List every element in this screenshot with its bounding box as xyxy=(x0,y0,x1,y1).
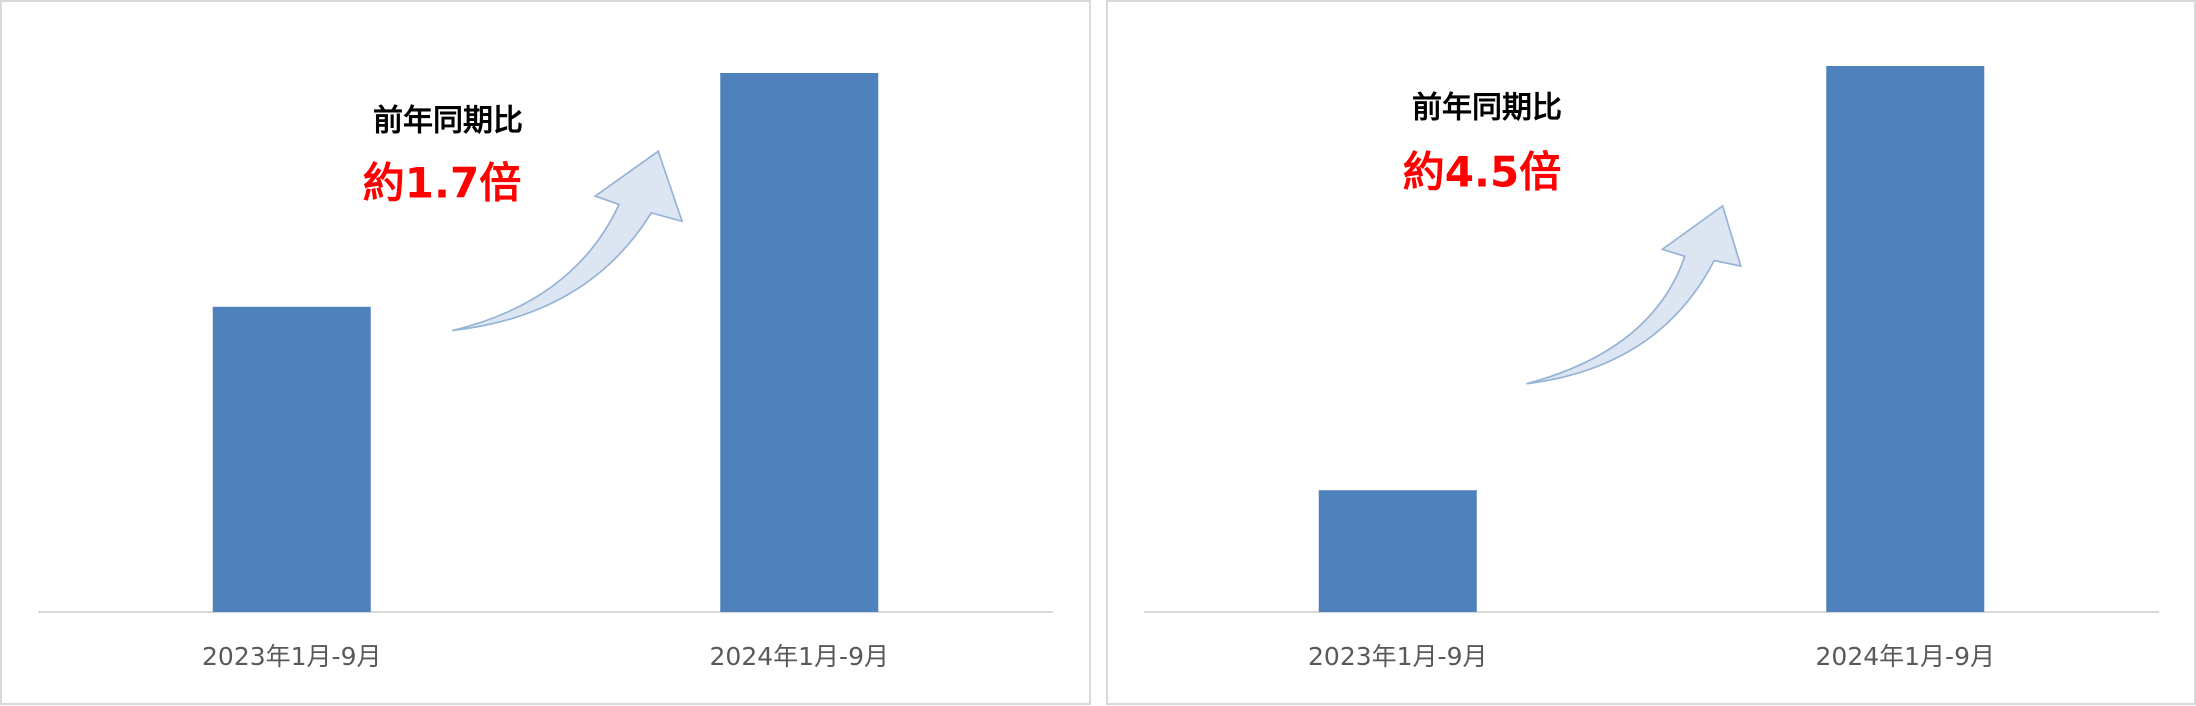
panel xyxy=(0,0,1091,705)
bar xyxy=(1826,66,1985,612)
x-tick-label: 2024年1月-9月 xyxy=(710,642,889,671)
bar xyxy=(1318,490,1477,612)
arrow xyxy=(452,149,684,332)
x-tick-label: 2024年1月-9月 xyxy=(1816,642,1995,671)
panel xyxy=(1106,0,2196,705)
bar xyxy=(212,306,371,612)
x-tick-label: 2023年1月-9月 xyxy=(202,642,381,671)
bar xyxy=(720,73,879,612)
annotation: 前年同期比 xyxy=(1412,91,1562,126)
arrows xyxy=(452,149,1743,385)
annotation: 前年同期比 xyxy=(373,104,523,139)
annotation: 約4.5倍 xyxy=(1403,148,1561,197)
x-tick-label: 2023年1月-9月 xyxy=(1308,642,1487,671)
annotation: 約1.7倍 xyxy=(363,159,521,208)
arrow xyxy=(1526,204,1743,385)
